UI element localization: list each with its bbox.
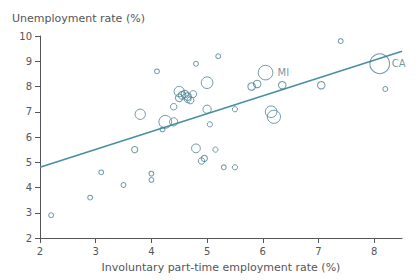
svg-text:5: 5	[204, 246, 210, 257]
svg-text:3: 3	[93, 246, 99, 257]
svg-text:7: 7	[26, 106, 32, 117]
svg-text:2: 2	[37, 246, 43, 257]
svg-text:9: 9	[26, 56, 32, 67]
svg-text:CA: CA	[392, 58, 406, 69]
svg-text:4: 4	[26, 182, 32, 193]
svg-text:Involuntary part-time employme: Involuntary part-time employment rate (%…	[102, 261, 341, 274]
svg-text:6: 6	[260, 246, 266, 257]
svg-text:4: 4	[148, 246, 154, 257]
svg-text:5: 5	[26, 157, 32, 168]
svg-text:8: 8	[26, 81, 32, 92]
svg-text:7: 7	[315, 246, 321, 257]
svg-text:3: 3	[26, 207, 32, 218]
svg-text:8: 8	[371, 246, 377, 257]
svg-text:6: 6	[26, 132, 32, 143]
svg-text:2: 2	[26, 233, 32, 244]
svg-text:10: 10	[19, 31, 32, 42]
svg-text:Unemployment rate (%): Unemployment rate (%)	[12, 12, 145, 25]
svg-text:MI: MI	[278, 67, 290, 78]
